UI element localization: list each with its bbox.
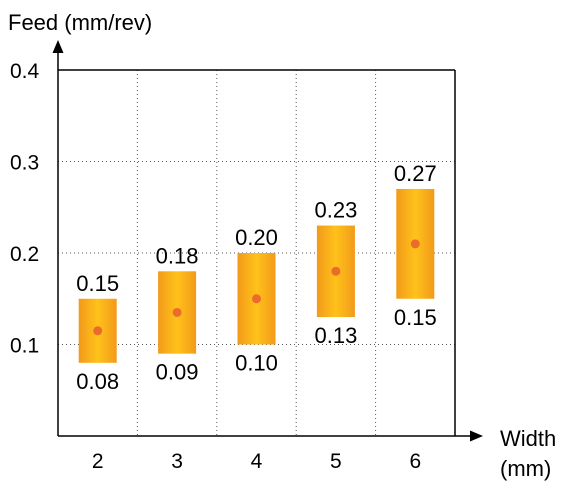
- high-value-label: 0.15: [76, 271, 119, 296]
- x-axis-title-line1: Width: [500, 426, 556, 451]
- x-tick-label: 2: [92, 450, 104, 473]
- axes: [52, 40, 483, 442]
- low-value-label: 0.08: [76, 369, 119, 394]
- y-tick-label: 0.3: [10, 152, 39, 175]
- x-axis-arrow: [470, 430, 483, 442]
- low-value-label: 0.09: [156, 360, 199, 385]
- x-tick-label: 5: [330, 450, 342, 473]
- high-value-label: 0.18: [156, 243, 199, 268]
- x-axis-title-line2: (mm): [500, 456, 551, 481]
- y-tick-label: 0.4: [10, 60, 40, 83]
- x-tick-labels: 2 3 4 5 6: [92, 450, 421, 473]
- low-value-label: 0.15: [394, 305, 437, 330]
- high-value-label: 0.20: [235, 225, 278, 250]
- mid-marker: [331, 266, 341, 276]
- x-tick-label: 4: [251, 450, 263, 473]
- low-value-label: 0.10: [235, 351, 278, 376]
- x-tick-label: 3: [171, 450, 183, 473]
- axis-titles: Feed (mm/rev) Width (mm): [8, 10, 556, 481]
- x-tick-label: 6: [409, 450, 421, 473]
- high-value-label: 0.27: [394, 161, 437, 186]
- mid-marker: [410, 239, 420, 249]
- mid-marker: [93, 326, 103, 336]
- y-tick-label: 0.1: [10, 335, 39, 358]
- data-labels: 0.15 0.08 0.18 0.09 0.20 0.10 0.23 0.13 0.27 0.15: [76, 161, 436, 394]
- high-value-label: 0.23: [314, 198, 357, 223]
- y-tick-labels: 0.1 0.2 0.3 0.4: [10, 60, 40, 358]
- y-tick-label: 0.2: [10, 243, 39, 266]
- mid-marker: [172, 307, 182, 317]
- mid-marker: [252, 294, 261, 304]
- y-axis-title: Feed (mm/rev): [8, 10, 152, 35]
- grid: [58, 70, 455, 436]
- low-value-label: 0.13: [314, 323, 357, 348]
- bars: [78, 188, 435, 363]
- y-axis-arrow: [52, 40, 64, 53]
